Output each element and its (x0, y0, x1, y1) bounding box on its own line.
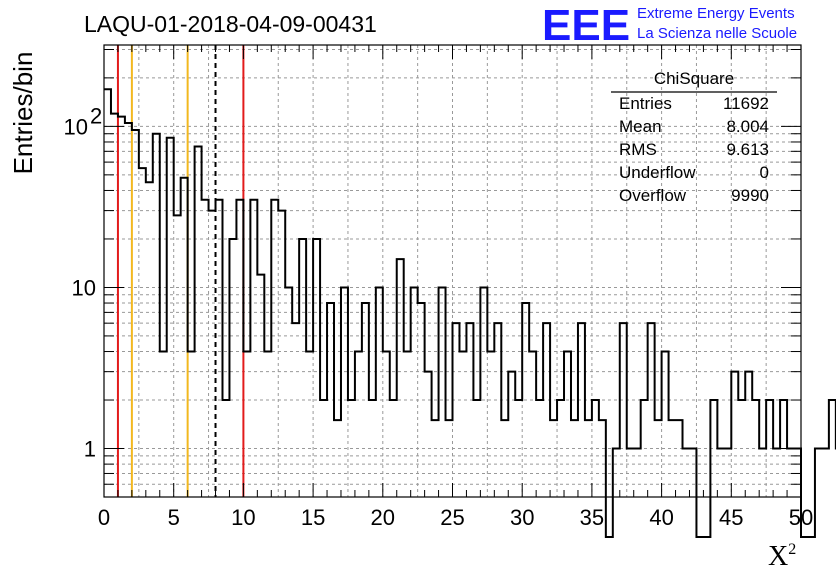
x-tick-label: 30 (510, 505, 534, 530)
y-tick-label: 1 (84, 437, 96, 462)
x-tick-label: 5 (168, 505, 180, 530)
stats-box: ChiSquare Entries 11692 Mean 8.004 RMS 9.613 U… (611, 69, 777, 205)
y-tick-label: 10 (72, 275, 96, 300)
y-axis-label: Entries/bin (8, 52, 38, 175)
stats-label: RMS (619, 140, 657, 159)
logo-line-1: Extreme Energy Events (637, 5, 795, 22)
stats-value: 9990 (731, 186, 769, 205)
stats-label: Overflow (619, 186, 687, 205)
x-tick-label: 25 (440, 505, 464, 530)
x-tick-label: 0 (98, 505, 110, 530)
stats-rows: Entries 11692 Mean 8.004 RMS 9.613 Underflow 0 O… (619, 94, 769, 205)
stats-value: 0 (760, 163, 769, 182)
stats-title: ChiSquare (654, 69, 734, 88)
reference-lines (116, 45, 245, 497)
x-tick-label: 15 (301, 505, 325, 530)
x-tick-label: 20 (371, 505, 395, 530)
logo-line-2: La Scienza nelle Scuole (637, 25, 797, 42)
eee-logo: EEE Extreme Energy Events La Scienza nel… (542, 1, 797, 50)
x-axis-label: X2 (768, 541, 796, 572)
x-tick-label: 50 (789, 505, 813, 530)
stats-label: Mean (619, 117, 662, 136)
chart-title: LAQU-01-2018-04-09-00431 (84, 11, 377, 37)
x-tick-label: 35 (580, 505, 604, 530)
x-tick-label: 10 (231, 505, 255, 530)
eee-logo-mark: EEE (542, 1, 630, 50)
histogram-outline (104, 88, 836, 538)
x-axis-label-symbol: X (768, 541, 788, 572)
stats-value: 11692 (723, 94, 769, 113)
x-tick-label: 45 (719, 505, 743, 530)
y-tick-label-exponent: 2 (90, 103, 102, 128)
x-axis-label-superscript: 2 (788, 541, 796, 558)
x-tick-label: 40 (649, 505, 673, 530)
stats-label: Underflow (619, 163, 696, 182)
stats-label: Entries (619, 94, 672, 113)
grid (103, 45, 802, 498)
stats-value: 9.613 (726, 140, 769, 159)
stats-value: 8.004 (726, 117, 769, 136)
y-tick-label: 10 (64, 114, 88, 139)
